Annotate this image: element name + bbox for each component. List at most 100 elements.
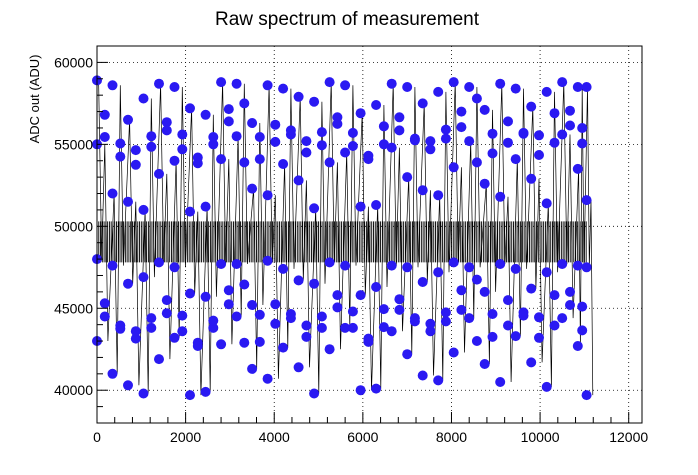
x-tick-label: 10000 <box>521 429 560 445</box>
y-axis: 40000 45000 50000 55000 60000 <box>54 45 108 424</box>
data-point <box>324 344 335 355</box>
data-point <box>487 331 498 342</box>
data-point <box>309 278 320 289</box>
data-point <box>581 262 592 273</box>
data-point <box>332 290 343 301</box>
data-point <box>223 299 234 310</box>
data-point <box>123 380 133 391</box>
data-point <box>495 259 506 269</box>
y-tick-label: 45000 <box>54 300 93 316</box>
data-point <box>464 82 475 92</box>
data-point <box>378 121 389 132</box>
data-point <box>433 267 444 278</box>
data-point <box>394 304 405 315</box>
data-point <box>247 300 258 310</box>
data-point <box>534 150 544 160</box>
data-point <box>316 311 327 322</box>
data-point <box>355 108 366 119</box>
data-point <box>577 301 588 312</box>
data-point <box>417 98 428 109</box>
data-point <box>577 325 588 336</box>
data-point <box>324 257 335 268</box>
data-point <box>161 308 172 319</box>
data-point <box>386 260 397 271</box>
x-axis: 0 2000 4000 6000 8000 10000 12000 <box>93 412 648 445</box>
data-point <box>301 136 312 147</box>
data-point <box>402 349 413 360</box>
data-point <box>301 320 312 331</box>
data-point <box>278 159 289 169</box>
data-point <box>487 309 498 319</box>
data-point <box>526 283 537 294</box>
data-point <box>169 155 180 166</box>
data-point <box>146 322 157 333</box>
data-point <box>363 150 374 161</box>
data-point <box>161 125 172 136</box>
data-point <box>185 288 195 299</box>
data-point <box>161 117 172 128</box>
data-point <box>425 318 436 329</box>
data-point <box>549 137 560 148</box>
data-point <box>557 129 568 140</box>
data-point <box>510 83 521 94</box>
data-point <box>185 390 195 401</box>
data-point <box>534 312 544 323</box>
data-point <box>471 274 482 285</box>
data-point <box>409 133 420 144</box>
data-point <box>510 154 521 165</box>
data-point <box>340 322 351 333</box>
data-point <box>355 385 366 396</box>
data-point <box>577 123 588 133</box>
data-point <box>557 259 568 269</box>
data-point <box>471 336 482 346</box>
data-point <box>192 158 203 169</box>
data-point <box>557 313 568 324</box>
data-point <box>386 78 397 89</box>
y-tick-label: 60000 <box>54 54 93 70</box>
data-point <box>371 282 382 292</box>
data-point <box>107 368 118 379</box>
data-point <box>293 175 304 186</box>
data-point <box>301 331 312 342</box>
data-point <box>479 104 490 115</box>
data-point <box>177 129 188 140</box>
data-point <box>231 78 242 89</box>
data-point <box>495 377 506 387</box>
data-point <box>99 132 110 142</box>
data-point <box>146 131 157 142</box>
data-point <box>347 322 358 333</box>
data-point <box>123 114 133 125</box>
data-point <box>130 159 141 170</box>
data-point <box>316 127 327 138</box>
data-point <box>293 362 304 373</box>
data-point <box>541 198 552 209</box>
data-point <box>464 313 475 324</box>
data-point <box>363 333 374 344</box>
data-point <box>371 200 382 210</box>
series-line <box>98 80 594 396</box>
data-point <box>402 82 413 92</box>
data-point <box>293 91 304 102</box>
data-point <box>262 190 273 201</box>
data-point <box>130 145 141 156</box>
data-point <box>107 188 118 199</box>
data-point <box>394 294 405 305</box>
data-point <box>433 86 444 97</box>
data-point <box>247 183 258 194</box>
data-point <box>541 86 552 97</box>
data-point <box>254 309 265 320</box>
data-point <box>557 77 568 88</box>
data-point <box>123 196 133 207</box>
data-point <box>440 316 451 327</box>
data-point <box>581 82 592 92</box>
data-point <box>262 373 273 384</box>
data-point <box>503 116 513 127</box>
data-point <box>285 129 296 140</box>
data-point <box>247 363 258 374</box>
data-point <box>386 142 397 153</box>
data-point <box>487 128 498 139</box>
plot-frame <box>96 45 643 424</box>
data-point <box>270 299 281 310</box>
data-point <box>471 157 482 168</box>
data-point <box>371 100 382 110</box>
